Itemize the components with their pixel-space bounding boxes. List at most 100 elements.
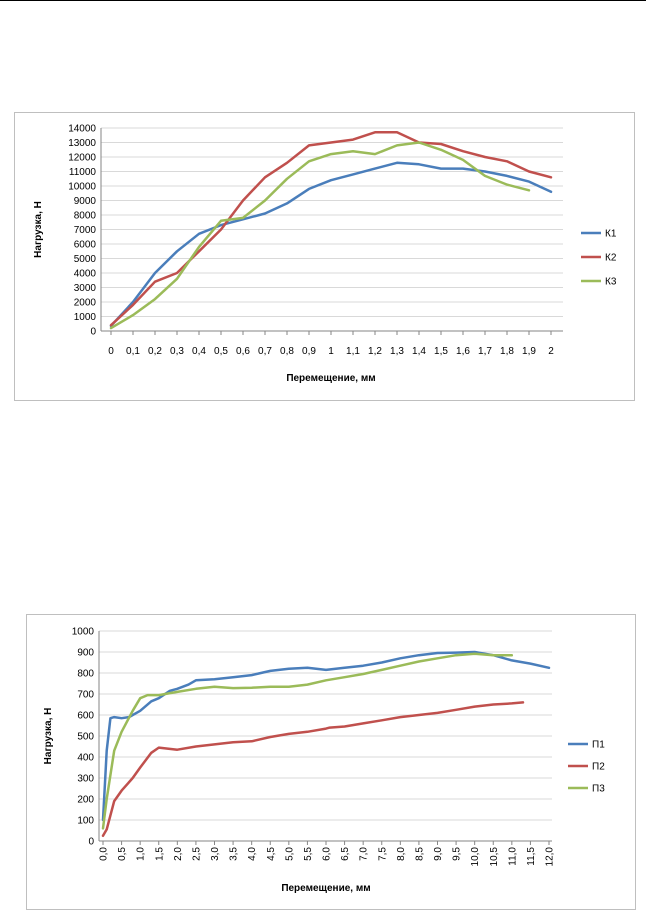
x-tick-label: 0,9 (302, 346, 316, 357)
x-tick-label: 0,3 (170, 346, 184, 357)
y-tick-label: 0 (90, 327, 96, 338)
y-tick-label: 1000 (74, 312, 97, 323)
x-tick-label: 1,4 (412, 346, 426, 357)
chart-k-x-axis-title: Перемещение, мм (286, 373, 375, 384)
x-tick-label: 0 (108, 346, 114, 357)
chart-p-axes (98, 631, 552, 845)
x-tick-label: 9,5 (452, 847, 463, 861)
x-tick-label: 7,5 (377, 847, 388, 861)
x-tick-label: 0,1 (126, 346, 140, 357)
x-tick-label: 12,0 (545, 847, 556, 867)
legend-entry: К3 (605, 277, 617, 288)
x-tick-label: 0,4 (192, 346, 206, 357)
y-tick-label: 2000 (74, 298, 97, 309)
chart-load-displacement-p: 0 100 200 300 400 500 600 700 800 900 1000 0,0 0,5 1… (26, 614, 636, 910)
chart-k-y-tick-labels: 0 1000 2000 3000 4000 5000 6000 7000 8000 9000 100… (68, 124, 96, 338)
chart-k-svg: 0100020003000400050006000700080009000100… (33, 124, 617, 385)
x-tick-label: 7,0 (359, 847, 370, 861)
x-tick-label: 1,3 (390, 346, 404, 357)
x-tick-label: 2 (548, 346, 554, 357)
y-tick-label: 900 (77, 648, 94, 659)
x-tick-label: 5,0 (284, 847, 295, 861)
y-tick-label: 300 (77, 774, 94, 785)
y-tick-label: 600 (77, 711, 94, 722)
legend-entry: К2 (605, 253, 617, 264)
chart-k-legend: К1 К2 К3 (581, 229, 617, 288)
chart-k-x-tick-labels: 0 0,1 0,2 0,3 0,4 0,5 0,6 0,7 0,8 0,9 1 1,1 1,2 1,3 1,… (108, 346, 554, 357)
x-tick-label: 6,0 (322, 847, 333, 861)
y-tick-label: 4000 (74, 269, 97, 280)
chart-p-y-tick-labels: 0 100 200 300 400 500 600 700 800 900 1000 (72, 627, 95, 848)
x-tick-label: 3,5 (229, 847, 240, 861)
y-tick-label: 13000 (68, 138, 96, 149)
x-tick-label: 11,5 (526, 847, 537, 866)
y-tick-label: 100 (77, 816, 94, 827)
x-tick-label: 1,7 (478, 346, 492, 357)
y-tick-label: 11000 (69, 167, 97, 178)
chart-p-y-axis-title: Нагрузка, Н (43, 708, 54, 765)
x-tick-label: 1,0 (136, 847, 147, 861)
chart-p-gridlines (99, 630, 552, 842)
chart-p-legend: П1 П2 П3 (568, 740, 605, 795)
x-tick-label: 10,5 (489, 847, 500, 867)
page-top-rule (0, 0, 646, 1)
x-tick-label: 0,2 (148, 346, 162, 357)
x-tick-label: 0,5 (117, 847, 128, 861)
series-line-2 (101, 701, 525, 838)
x-tick-label: 11,0 (507, 847, 518, 866)
x-tick-label: 0,0 (99, 847, 110, 861)
y-tick-label: 0 (88, 837, 94, 848)
chart-k-axes (100, 128, 563, 335)
y-tick-label: 1000 (72, 627, 95, 638)
x-tick-label: 10,0 (470, 847, 481, 867)
y-tick-label: 7000 (74, 225, 97, 236)
x-tick-label: 4,0 (247, 847, 258, 861)
x-tick-label: 1,6 (456, 346, 470, 357)
x-tick-label: 1 (328, 346, 334, 357)
x-tick-label: 4,5 (266, 847, 277, 861)
x-tick-label: 0,7 (258, 346, 272, 357)
series-line-3 (101, 652, 514, 830)
y-tick-label: 3000 (74, 283, 97, 294)
y-tick-label: 5000 (74, 254, 97, 265)
x-tick-label: 2,0 (173, 847, 184, 861)
x-tick-label: 8,0 (396, 847, 407, 861)
chart-load-displacement-k: 0 1000 2000 3000 4000 5000 6000 7000 8000 9000 100… (14, 112, 635, 401)
y-tick-label: 9000 (74, 196, 97, 207)
legend-entry: П2 (592, 762, 605, 773)
chart-p-x-axis-title: Перемещение, мм (281, 883, 370, 894)
y-tick-label: 8000 (74, 211, 97, 222)
y-tick-label: 400 (77, 753, 94, 764)
chart-p-series-lines (101, 650, 551, 838)
y-tick-label: 200 (77, 795, 94, 806)
series-line-3 (109, 141, 531, 330)
x-tick-label: 0,8 (280, 346, 294, 357)
x-tick-label: 9,0 (433, 847, 444, 861)
x-tick-label: 0,6 (236, 346, 250, 357)
chart-k-y-axis-title: Нагрузка, Н (33, 201, 44, 258)
y-tick-label: 700 (77, 690, 94, 701)
x-tick-label: 1,5 (154, 847, 165, 861)
legend-entry: П1 (592, 740, 605, 751)
chart-k-series-lines (109, 131, 553, 330)
legend-entry: П3 (592, 784, 605, 795)
x-tick-label: 6,5 (340, 847, 351, 861)
x-tick-label: 1,8 (500, 346, 514, 357)
x-tick-label: 8,5 (414, 847, 425, 861)
y-tick-label: 14000 (68, 124, 96, 135)
y-tick-label: 800 (77, 669, 94, 680)
y-tick-label: 500 (77, 732, 94, 743)
x-tick-label: 1,5 (434, 346, 448, 357)
chart-p-x-tick-labels: 0,0 0,5 1,0 1,5 2,0 2,5 3,0 3,5 4,0 4,5 5,0 5,5 6,0 6… (99, 847, 556, 867)
y-tick-label: 12000 (68, 153, 96, 164)
x-tick-label: 1,9 (522, 346, 536, 357)
x-tick-label: 0,5 (214, 346, 228, 357)
x-tick-label: 1,1 (346, 346, 360, 357)
x-tick-label: 2,5 (191, 847, 202, 861)
x-tick-label: 1,2 (368, 346, 382, 357)
y-tick-label: 10000 (68, 182, 96, 193)
x-tick-label: 5,5 (303, 847, 314, 861)
chart-p-svg: 0 100 200 300 400 500 600 700 800 900 1000 0,0 0,5 1… (43, 627, 605, 895)
legend-entry: К1 (605, 229, 617, 240)
y-tick-label: 6000 (74, 240, 97, 251)
